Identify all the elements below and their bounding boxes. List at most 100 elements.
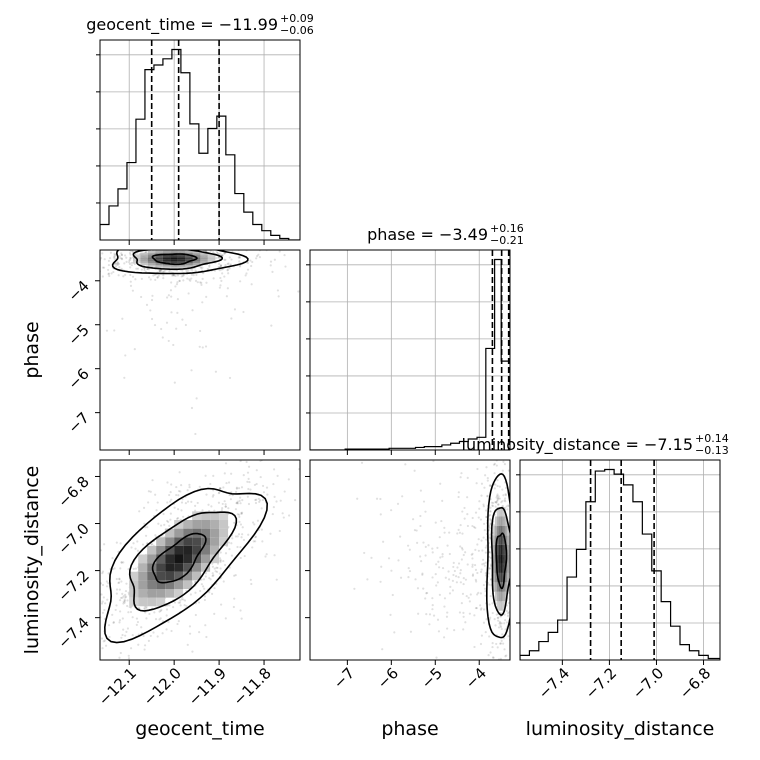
scatter-point xyxy=(197,601,201,604)
scatter-point xyxy=(503,648,506,651)
scatter-point xyxy=(116,263,119,267)
scatter-point xyxy=(195,397,198,400)
scatter-point xyxy=(441,566,445,570)
scatter-point xyxy=(125,582,128,585)
scatter-point xyxy=(162,512,165,516)
scatter-point xyxy=(101,572,104,575)
scatter-point xyxy=(434,521,437,524)
scatter-point xyxy=(523,545,525,547)
scatter-point xyxy=(124,354,127,357)
scatter-point xyxy=(459,476,462,479)
scatter-point xyxy=(214,570,217,573)
scatter-point xyxy=(129,610,133,614)
scatter-point xyxy=(449,408,451,410)
scatter-point xyxy=(121,633,124,637)
scatter-point xyxy=(221,254,224,257)
scatter-point xyxy=(471,552,474,555)
scatter-point xyxy=(154,534,157,537)
scatter-point xyxy=(431,547,434,550)
scatter-point xyxy=(465,594,468,598)
scatter-point xyxy=(160,608,163,611)
scatter-point xyxy=(188,486,191,489)
scatter-point xyxy=(187,292,190,295)
scatter-point xyxy=(422,661,424,663)
scatter-point xyxy=(230,472,233,475)
scatter-point xyxy=(238,255,241,259)
scatter-point xyxy=(217,256,221,259)
scatter-point xyxy=(107,572,110,575)
scatter-point xyxy=(444,576,447,579)
scatter-point xyxy=(393,631,396,634)
density-cell xyxy=(165,537,175,546)
scatter-point xyxy=(472,525,476,529)
density-cell xyxy=(495,516,497,526)
scatter-point xyxy=(297,290,300,293)
scatter-point xyxy=(504,628,507,631)
scatter-point xyxy=(229,498,232,501)
scatter-point xyxy=(165,628,168,631)
scatter-point xyxy=(228,376,232,380)
density-cell xyxy=(183,554,193,564)
scatter-point xyxy=(432,460,435,463)
scatter-point xyxy=(172,274,175,277)
scatter-point xyxy=(495,501,498,504)
scatter-point xyxy=(449,585,452,588)
scatter-point xyxy=(143,607,146,610)
scatter-point xyxy=(147,246,149,248)
scatter-point xyxy=(118,656,121,659)
scatter-point xyxy=(273,468,276,471)
scatter-point xyxy=(512,564,514,566)
density-cell xyxy=(162,264,171,267)
scatter-point xyxy=(234,490,238,494)
scatter-point xyxy=(75,604,77,606)
scatter-point xyxy=(116,232,118,234)
scatter-point xyxy=(512,541,514,543)
density-cell xyxy=(503,554,506,564)
scatter-point xyxy=(168,244,170,246)
scatter-point xyxy=(103,543,106,546)
scatter-point xyxy=(110,272,113,275)
scatter-point xyxy=(176,311,179,314)
scatter-point xyxy=(115,263,119,266)
scatter-point xyxy=(260,507,263,510)
scatter-point xyxy=(83,683,85,685)
scatter-point xyxy=(489,651,492,654)
scatter-point xyxy=(182,515,185,518)
scatter-point xyxy=(101,600,104,603)
scatter-point xyxy=(218,262,221,265)
density-cell xyxy=(500,601,503,611)
scatter-point xyxy=(390,569,393,572)
scatter-point xyxy=(146,267,149,270)
scatter-point xyxy=(469,593,472,596)
scatter-point xyxy=(106,668,108,670)
density-cell xyxy=(170,259,178,262)
scatter-point xyxy=(514,606,516,608)
scatter-point xyxy=(114,265,118,268)
scatter-point xyxy=(153,323,157,327)
scatter-point xyxy=(516,532,518,534)
scatter-point xyxy=(115,541,118,544)
scatter-point xyxy=(218,491,221,494)
scatter-point xyxy=(488,525,491,528)
scatter-point xyxy=(180,242,182,244)
scatter-point xyxy=(258,255,262,259)
scatter-point xyxy=(425,592,428,595)
scatter-point xyxy=(118,621,121,624)
scatter-point xyxy=(134,240,136,242)
scatter-point xyxy=(228,267,231,270)
scatter-point xyxy=(356,497,359,500)
scatter-point xyxy=(107,263,111,267)
scatter-point xyxy=(219,551,222,554)
density-cell xyxy=(496,554,499,564)
scatter-point xyxy=(496,493,499,496)
scatter-point xyxy=(200,583,203,586)
scatter-point xyxy=(397,559,400,562)
scatter-point xyxy=(495,496,498,499)
density-cell xyxy=(156,554,166,564)
scatter-point xyxy=(515,488,517,490)
scatter-point xyxy=(413,529,417,532)
scatter-point xyxy=(238,265,242,268)
scatter-point xyxy=(497,626,501,629)
scatter-point xyxy=(407,544,410,547)
density-cell xyxy=(185,261,193,264)
